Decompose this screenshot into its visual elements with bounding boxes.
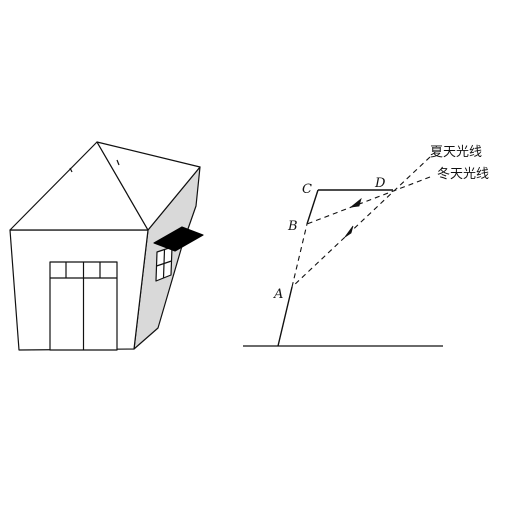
roof-tick	[69, 167, 73, 173]
roof-tick	[116, 159, 120, 166]
point-label-c: C	[302, 182, 312, 197]
wall-lower-segment	[277, 286, 293, 347]
winter-ray-label: 冬天光线	[437, 166, 489, 182]
house-roof-side	[96, 141, 201, 231]
winter-ray-line	[306, 176, 431, 225]
summer-ray-arrow	[344, 225, 354, 238]
summer-ray-label: 夏天光线	[430, 145, 482, 160]
house-illustration	[9, 141, 204, 351]
point-label-d: D	[374, 176, 386, 191]
house-side-window	[155, 246, 173, 282]
point-label-a: A	[273, 287, 283, 302]
winter-ray-arrow	[349, 197, 362, 208]
point-label-b: B	[287, 219, 298, 234]
summer-ray-line	[291, 156, 431, 288]
wall-upper-segment	[306, 189, 319, 225]
sunlight-diagram	[243, 156, 443, 347]
house-door	[49, 261, 118, 351]
window-awning	[153, 226, 204, 252]
wall-dashed-segment	[291, 223, 308, 288]
